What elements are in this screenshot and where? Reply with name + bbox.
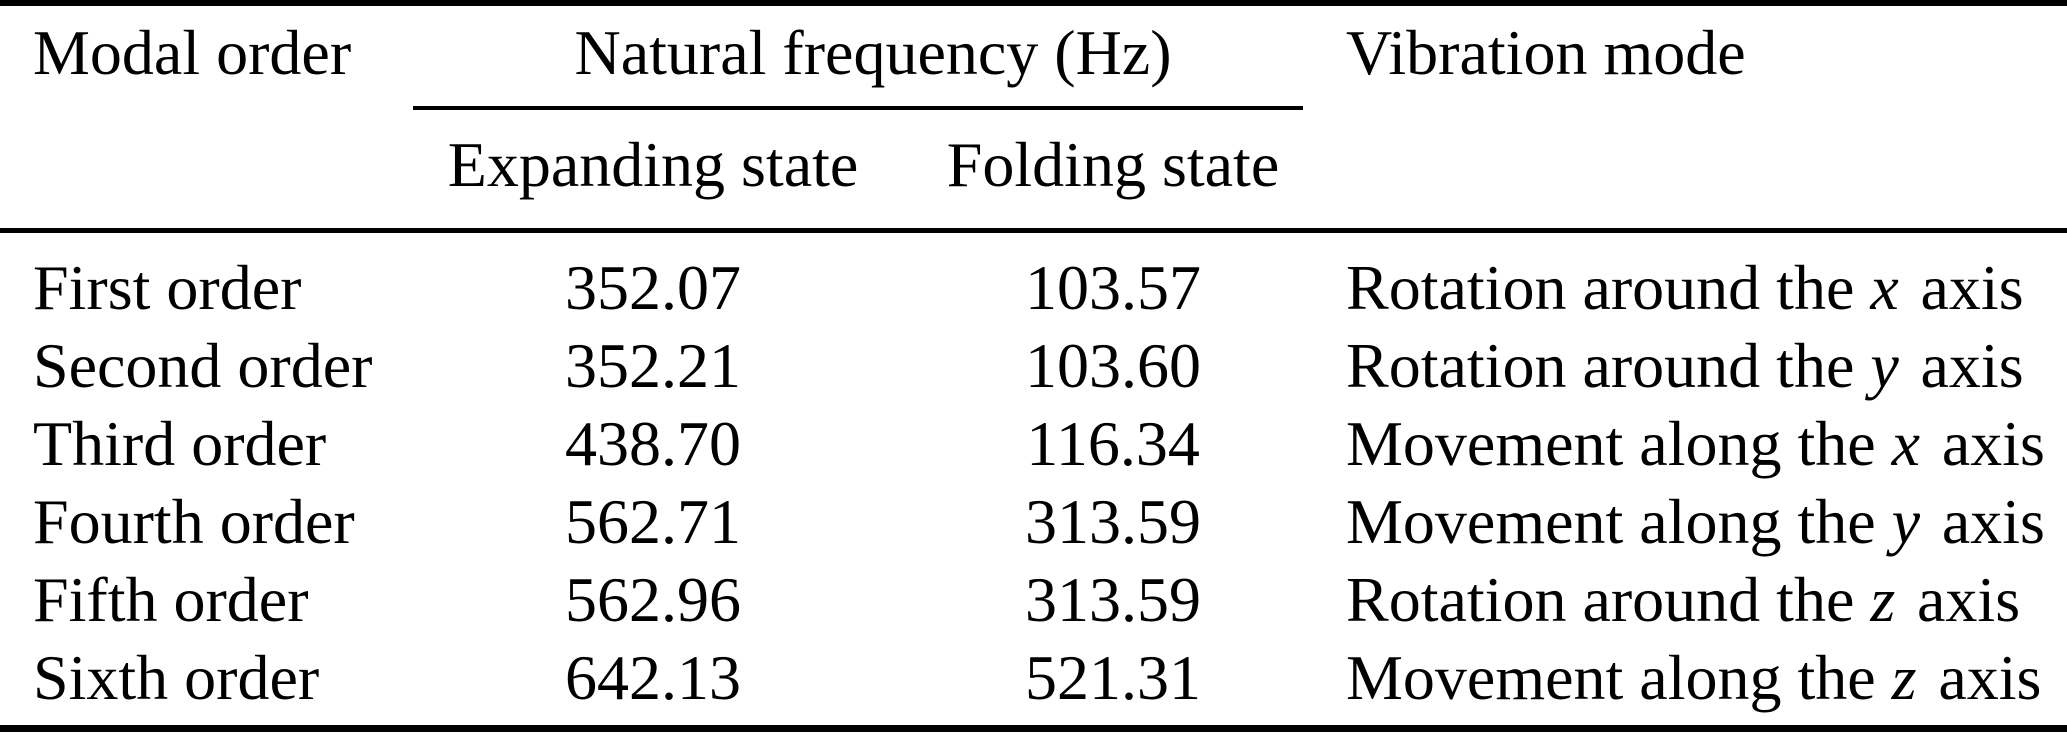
table-row: Third order 438.70 116.34 Movement along… <box>0 406 2067 484</box>
header-expanding-state: Expanding state <box>447 129 859 200</box>
mode-text: axis <box>1901 564 2021 635</box>
mode-text: axis <box>1904 330 2024 401</box>
mode-text: Rotation around the <box>1346 330 1871 401</box>
mode-variable: y <box>1870 330 1899 401</box>
cell-expanding-frequency: 438.70 <box>565 408 741 479</box>
table-body-spacer <box>0 233 2067 250</box>
mode-variable: y <box>1891 486 1921 557</box>
table-bottom-gap <box>0 718 2067 725</box>
table-row: Sixth order 642.13 521.31 Movement along… <box>0 640 2067 718</box>
mode-text: Movement along the <box>1346 486 1892 557</box>
header-modal-order: Modal order <box>33 17 352 88</box>
cell-expanding-frequency: 642.13 <box>565 642 741 713</box>
mode-text: Rotation around the <box>1346 564 1871 635</box>
mode-variable: x <box>1870 252 1899 323</box>
cell-folding-frequency: 116.34 <box>1026 408 1200 479</box>
header-empty-cell <box>0 110 413 228</box>
table-header-row-1: Modal order Natural frequency (Hz) Vibra… <box>0 6 2067 110</box>
mode-variable: x <box>1891 408 1921 479</box>
cell-expanding-frequency: 562.71 <box>565 486 741 557</box>
cell-vibration-mode: Rotation around the y axis <box>1333 328 2067 406</box>
cell-vibration-mode: Rotation around the x axis <box>1333 250 2067 328</box>
mode-text: Movement along the <box>1346 408 1892 479</box>
cell-vibration-mode: Movement along the x axis <box>1333 406 2067 484</box>
cell-vibration-mode: Movement along the y axis <box>1333 484 2067 562</box>
cell-modal-order: Fourth order <box>33 486 355 557</box>
header-folding-state: Folding state <box>946 129 1280 200</box>
table-header-row-2: Expanding state Folding state <box>0 110 2067 228</box>
cell-modal-order: Second order <box>33 330 373 401</box>
cell-folding-frequency: 313.59 <box>1025 486 1201 557</box>
natural-frequency-group-rule <box>413 106 1303 110</box>
header-natural-frequency-label: Natural frequency (Hz) <box>574 17 1172 88</box>
cell-modal-order: Sixth order <box>33 642 320 713</box>
cell-modal-order: Third order <box>33 408 327 479</box>
cell-folding-frequency: 103.57 <box>1025 252 1201 323</box>
cell-modal-order: First order <box>33 252 302 323</box>
table-row: Fifth order 562.96 313.59 Rotation aroun… <box>0 562 2067 640</box>
mode-variable: z <box>1891 642 1917 713</box>
header-empty-cell <box>1333 110 2067 228</box>
table-row: First order 352.07 103.57 Rotation aroun… <box>0 250 2067 328</box>
table-row: Fourth order 562.71 313.59 Movement alon… <box>0 484 2067 562</box>
header-vibration-mode: Vibration mode <box>1346 17 1746 88</box>
mode-text: Rotation around the <box>1346 252 1871 323</box>
mode-text: Movement along the <box>1346 642 1892 713</box>
cell-folding-frequency: 521.31 <box>1025 642 1201 713</box>
cell-modal-order: Fifth order <box>33 564 309 635</box>
cell-vibration-mode: Movement along the z axis <box>1333 640 2067 718</box>
table-header-rule <box>0 228 2067 233</box>
cell-folding-frequency: 103.60 <box>1025 330 1201 401</box>
cell-expanding-frequency: 352.21 <box>565 330 741 401</box>
cell-vibration-mode: Rotation around the z axis <box>1333 562 2067 640</box>
table-top-rule <box>0 0 2067 6</box>
mode-text: axis <box>1925 408 2045 479</box>
cell-expanding-frequency: 352.07 <box>565 252 741 323</box>
cell-expanding-frequency: 562.96 <box>565 564 741 635</box>
cell-folding-frequency: 313.59 <box>1025 564 1201 635</box>
mode-text: axis <box>1925 486 2045 557</box>
header-natural-frequency-group: Natural frequency (Hz) <box>413 6 1333 110</box>
mode-text: axis <box>1922 642 2042 713</box>
mode-variable: z <box>1870 564 1896 635</box>
table-bottom-rule <box>0 725 2067 732</box>
table-row: Second order 352.21 103.60 Rotation arou… <box>0 328 2067 406</box>
mode-text: axis <box>1904 252 2024 323</box>
